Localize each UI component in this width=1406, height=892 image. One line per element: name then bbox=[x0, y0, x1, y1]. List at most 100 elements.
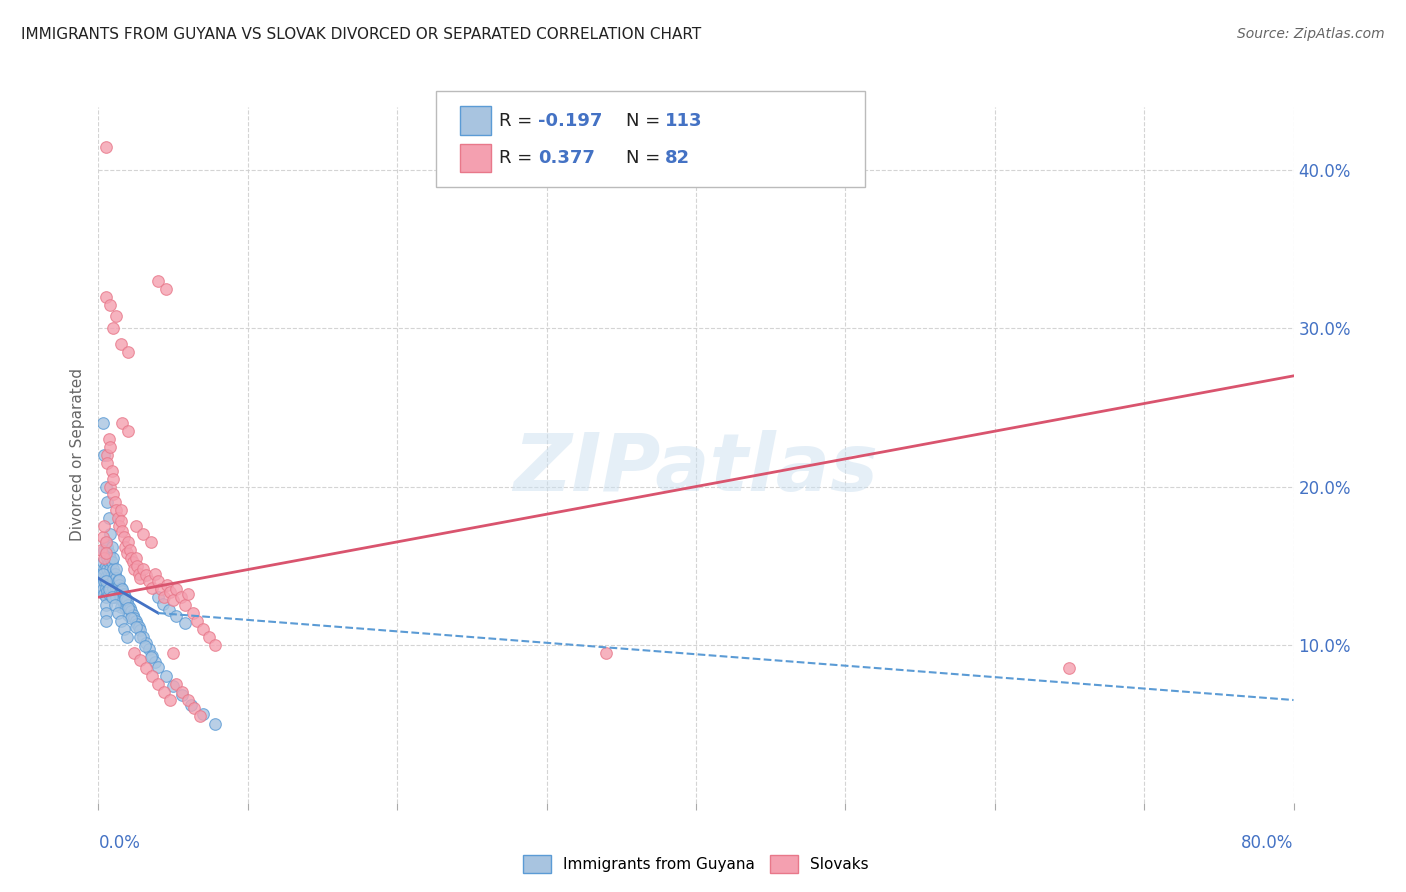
Text: R =: R = bbox=[499, 112, 538, 130]
Point bbox=[94, 558, 117, 573]
Point bbox=[127, 558, 149, 573]
Point bbox=[91, 566, 114, 581]
Point bbox=[93, 562, 115, 576]
Point bbox=[110, 614, 132, 628]
Point bbox=[97, 556, 120, 570]
Point bbox=[93, 542, 115, 557]
Point bbox=[114, 599, 136, 614]
Point bbox=[101, 464, 124, 478]
Point bbox=[103, 550, 125, 565]
Text: ZIPatlas: ZIPatlas bbox=[513, 430, 879, 508]
Point bbox=[124, 562, 146, 576]
Point bbox=[172, 688, 194, 702]
Point bbox=[129, 653, 152, 667]
Point bbox=[112, 587, 135, 601]
Point bbox=[180, 698, 202, 712]
Point bbox=[124, 646, 146, 660]
Point bbox=[97, 432, 120, 446]
Point bbox=[204, 716, 226, 731]
Point bbox=[141, 581, 163, 595]
Point bbox=[94, 574, 117, 589]
Point bbox=[103, 571, 125, 585]
Point bbox=[97, 511, 120, 525]
Point bbox=[110, 599, 132, 614]
Point bbox=[128, 620, 150, 634]
Point bbox=[139, 534, 162, 549]
Point bbox=[115, 546, 138, 560]
Point bbox=[111, 593, 134, 607]
Point bbox=[97, 546, 120, 560]
Point bbox=[101, 576, 124, 591]
Point bbox=[204, 638, 226, 652]
Point bbox=[198, 630, 221, 644]
Point bbox=[100, 527, 122, 541]
Point bbox=[117, 424, 139, 438]
Text: N =: N = bbox=[626, 112, 665, 130]
Point bbox=[118, 601, 141, 615]
Legend: Immigrants from Guyana, Slovaks: Immigrants from Guyana, Slovaks bbox=[517, 849, 875, 879]
Text: IMMIGRANTS FROM GUYANA VS SLOVAK DIVORCED OR SEPARATED CORRELATION CHART: IMMIGRANTS FROM GUYANA VS SLOVAK DIVORCE… bbox=[21, 27, 702, 42]
Point bbox=[120, 611, 142, 625]
Text: 113: 113 bbox=[665, 112, 703, 130]
Text: 0.377: 0.377 bbox=[538, 149, 595, 168]
Point bbox=[93, 448, 115, 462]
Point bbox=[110, 581, 132, 595]
Point bbox=[100, 571, 122, 585]
Point bbox=[110, 514, 132, 528]
Point bbox=[153, 685, 176, 699]
Point bbox=[94, 290, 117, 304]
Point bbox=[103, 321, 125, 335]
Point bbox=[138, 574, 160, 589]
Point bbox=[135, 568, 157, 582]
Point bbox=[101, 566, 124, 581]
Point bbox=[103, 581, 125, 595]
Point bbox=[107, 606, 129, 620]
Point bbox=[117, 345, 139, 359]
Point bbox=[107, 574, 129, 589]
Point bbox=[93, 519, 115, 533]
Text: N =: N = bbox=[626, 149, 665, 168]
Point bbox=[111, 524, 134, 538]
Point bbox=[152, 597, 174, 611]
Point bbox=[94, 606, 117, 620]
Point bbox=[100, 550, 122, 565]
Point bbox=[91, 417, 114, 431]
Point bbox=[103, 472, 125, 486]
Point bbox=[169, 591, 191, 605]
Point bbox=[115, 593, 138, 607]
Point bbox=[100, 581, 122, 595]
Point bbox=[115, 630, 138, 644]
Point bbox=[94, 581, 117, 595]
Point bbox=[107, 583, 129, 598]
Text: Source: ZipAtlas.com: Source: ZipAtlas.com bbox=[1237, 27, 1385, 41]
Point bbox=[172, 685, 194, 699]
Point bbox=[129, 624, 152, 638]
Point bbox=[90, 542, 112, 557]
Point bbox=[114, 591, 136, 606]
Point bbox=[125, 614, 148, 628]
Point bbox=[91, 530, 114, 544]
Text: 80.0%: 80.0% bbox=[1241, 834, 1294, 852]
Point bbox=[117, 607, 139, 622]
Point bbox=[105, 309, 128, 323]
Point bbox=[94, 570, 117, 584]
Point bbox=[107, 511, 129, 525]
Point bbox=[174, 598, 197, 612]
Point bbox=[91, 582, 114, 597]
Point bbox=[127, 617, 149, 632]
Point bbox=[101, 585, 124, 599]
Point bbox=[111, 582, 134, 597]
Point bbox=[121, 607, 143, 622]
Point bbox=[110, 337, 132, 351]
Point bbox=[94, 614, 117, 628]
Point bbox=[162, 593, 184, 607]
Point bbox=[97, 566, 120, 581]
Point bbox=[135, 661, 157, 675]
Point bbox=[143, 566, 166, 581]
Point bbox=[100, 562, 122, 576]
Point bbox=[96, 456, 118, 470]
Point bbox=[177, 693, 200, 707]
Point bbox=[97, 577, 120, 591]
Point bbox=[159, 693, 181, 707]
Text: 82: 82 bbox=[665, 149, 690, 168]
